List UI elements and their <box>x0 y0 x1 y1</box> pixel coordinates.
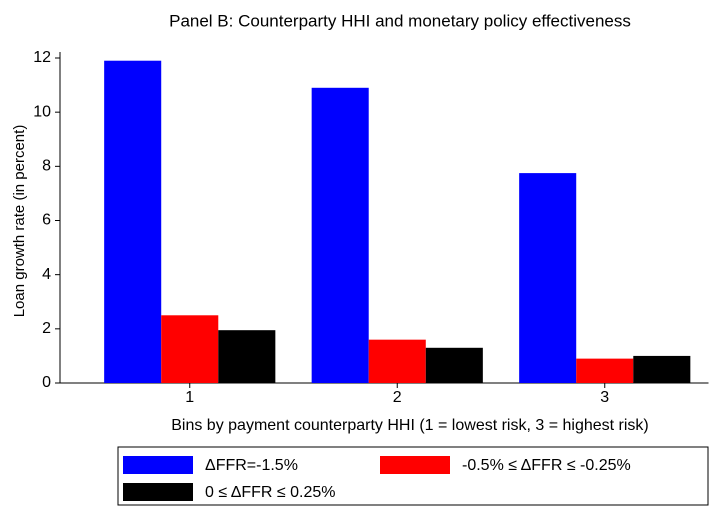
legend-label: ΔFFR=-1.5% <box>205 457 298 474</box>
bar <box>104 60 162 383</box>
y-tick-label: 6 <box>42 212 51 229</box>
x-tick-label: 2 <box>393 389 402 406</box>
y-tick-label: 0 <box>42 374 51 391</box>
bar <box>368 339 426 383</box>
bar <box>161 315 219 383</box>
y-tick-label: 8 <box>42 158 51 175</box>
x-tick-label: 1 <box>185 389 194 406</box>
legend-label: 0 ≤ ΔFFR ≤ 0.25% <box>205 484 336 501</box>
bar <box>519 173 577 383</box>
y-tick-label: 12 <box>33 49 51 66</box>
bar <box>425 347 483 383</box>
bar <box>576 358 634 383</box>
x-axis-label: Bins by payment counterparty HHI (1 = lo… <box>171 417 649 434</box>
legend-swatch <box>380 456 450 474</box>
bar <box>311 87 369 384</box>
y-tick-label: 4 <box>42 266 51 283</box>
y-axis-label: Loan growth rate (in percent) <box>11 125 28 318</box>
x-tick-label: 3 <box>600 389 609 406</box>
legend-swatch <box>123 483 193 501</box>
y-tick-label: 2 <box>42 320 51 337</box>
bar <box>218 330 276 383</box>
legend-box <box>117 446 709 506</box>
chart-title: Panel B: Counterparty HHI and monetary p… <box>169 11 631 30</box>
bar <box>633 355 691 383</box>
y-tick-label: 10 <box>33 103 51 120</box>
legend-label: -0.5% ≤ ΔFFR ≤ -0.25% <box>462 457 631 474</box>
legend-swatch <box>123 456 193 474</box>
